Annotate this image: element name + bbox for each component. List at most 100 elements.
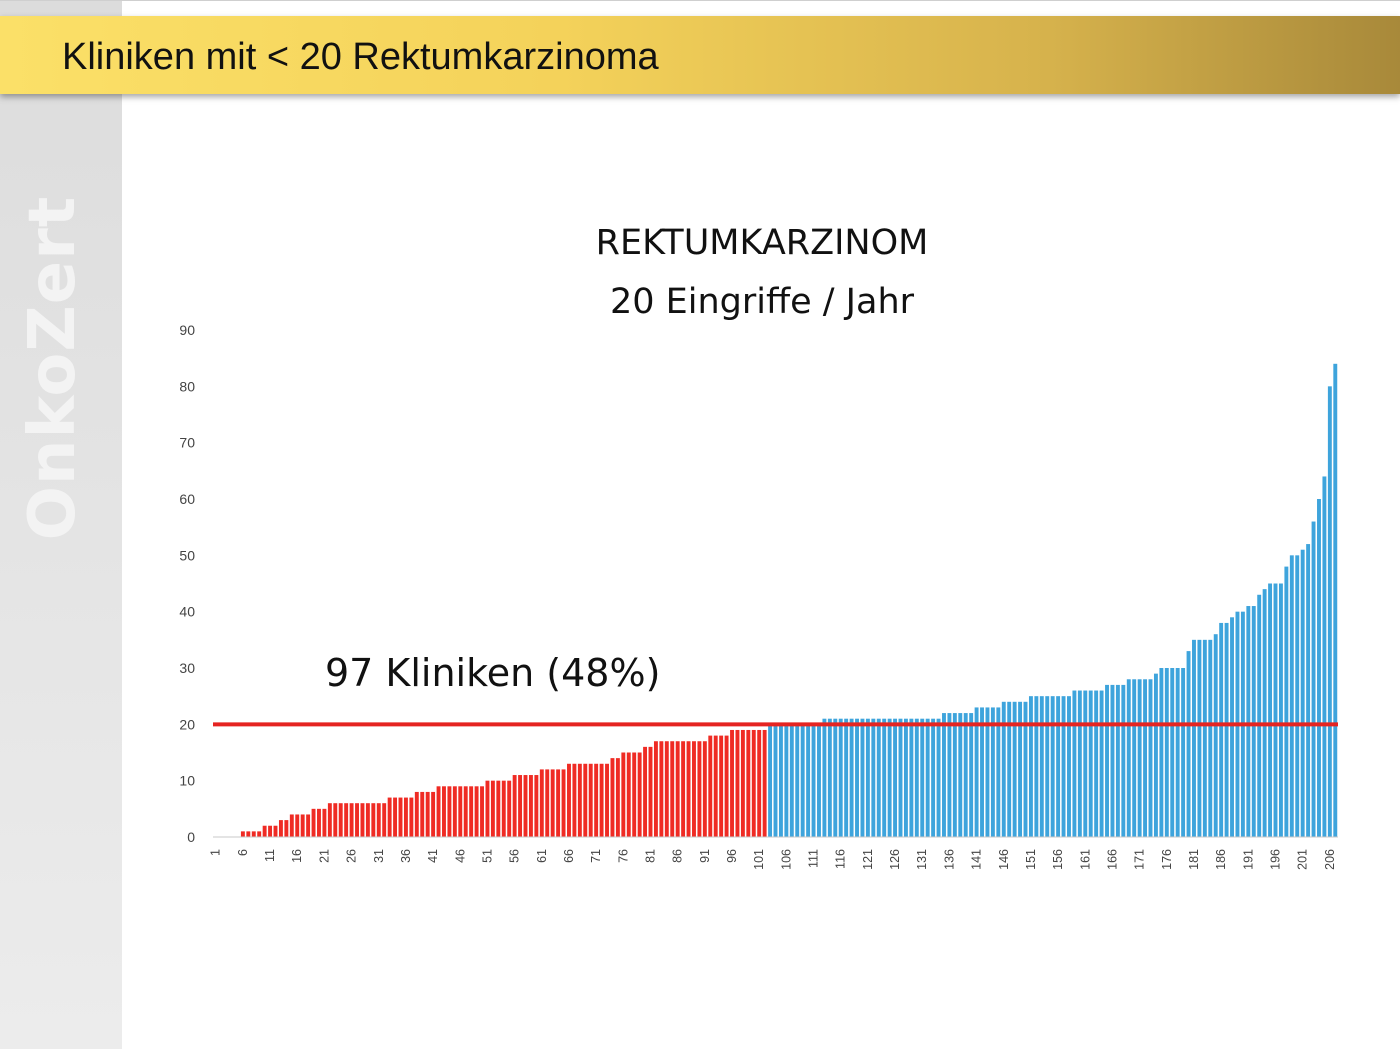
bar	[1246, 606, 1251, 837]
bar	[306, 814, 311, 837]
bar	[746, 729, 751, 837]
bar	[936, 718, 941, 837]
threshold-annotation: 97 Kliniken (48%)	[325, 651, 660, 695]
bar	[262, 825, 267, 837]
bar	[1039, 696, 1044, 837]
bar	[947, 713, 952, 837]
bar	[1007, 701, 1012, 837]
bar	[914, 718, 919, 837]
x-tick-label: 126	[888, 849, 902, 870]
bar	[1322, 476, 1327, 837]
bar	[599, 763, 604, 837]
bar	[501, 780, 506, 837]
bar	[621, 752, 626, 837]
x-tick-label: 121	[861, 849, 875, 870]
bar	[1077, 690, 1082, 837]
bar	[512, 775, 517, 837]
bar	[762, 729, 767, 837]
bar	[849, 718, 854, 837]
bar	[1018, 701, 1023, 837]
x-tick-label: 66	[562, 849, 576, 863]
bar	[1257, 594, 1262, 837]
bar	[659, 741, 664, 837]
bar	[1213, 634, 1218, 837]
bar	[1072, 690, 1077, 837]
bar	[1159, 668, 1164, 837]
bar	[876, 718, 881, 837]
x-tick-label: 91	[698, 849, 712, 863]
bar	[942, 713, 946, 837]
bar	[1192, 639, 1196, 837]
x-tick-label: 41	[426, 849, 440, 863]
bar	[295, 814, 300, 837]
bar	[371, 803, 376, 837]
bar	[980, 707, 984, 837]
bar-series	[240, 363, 1338, 837]
bar	[474, 786, 479, 837]
bar	[1045, 696, 1050, 837]
bar	[822, 718, 827, 837]
bar	[452, 786, 457, 837]
x-tick-label: 136	[942, 849, 956, 870]
chart-title: REKTUMKARZINOM	[596, 223, 929, 263]
bar	[485, 780, 490, 837]
bar	[1164, 668, 1169, 837]
bar	[289, 814, 294, 837]
bar	[893, 718, 898, 837]
bar	[692, 741, 696, 837]
bar	[431, 791, 436, 837]
bar	[1317, 499, 1321, 837]
bar	[1289, 555, 1294, 837]
bar	[1327, 386, 1332, 837]
bar	[556, 769, 561, 837]
chart-subtitle: 20 Eingriffe / Jahr	[610, 282, 915, 322]
header-bar: Kliniken mit < 20 Rektumkarzinoma	[0, 16, 1400, 94]
bar	[702, 741, 707, 837]
x-tick-label: 206	[1323, 849, 1337, 870]
bar	[610, 758, 615, 837]
bar	[909, 718, 914, 837]
bar	[675, 741, 680, 837]
x-tick-label: 81	[644, 849, 658, 863]
bar	[735, 729, 740, 837]
bar	[681, 741, 686, 837]
bar	[713, 735, 718, 837]
bar	[806, 724, 811, 837]
bar	[398, 797, 403, 837]
bar	[1170, 668, 1175, 837]
bar	[898, 718, 903, 837]
bar	[1088, 690, 1093, 837]
bar	[1208, 639, 1213, 837]
bar	[903, 718, 908, 837]
bar	[355, 803, 359, 837]
bar	[751, 729, 756, 837]
x-tick-label: 151	[1024, 849, 1038, 870]
x-tick-label: 131	[915, 849, 929, 870]
bar	[458, 786, 463, 837]
bar	[730, 729, 734, 837]
x-tick-label: 116	[834, 849, 848, 869]
bar	[773, 724, 778, 837]
y-axis: 0 10 20 30 40 50 60 70 80 90	[179, 322, 195, 845]
bar	[1262, 589, 1267, 837]
bar	[539, 769, 544, 837]
bar	[795, 724, 800, 837]
bar	[1175, 668, 1180, 837]
bar	[664, 741, 669, 837]
x-tick-label: 96	[725, 849, 739, 863]
y-tick-label: 80	[179, 378, 195, 394]
bar	[670, 741, 675, 837]
bar	[1333, 363, 1338, 837]
bar	[403, 797, 408, 837]
bar	[871, 718, 876, 837]
bar	[817, 724, 821, 837]
bar	[387, 797, 392, 837]
y-tick-label: 20	[179, 716, 195, 732]
bar	[1099, 690, 1104, 837]
bar	[860, 718, 865, 837]
y-tick-label: 50	[179, 547, 195, 563]
bar	[528, 775, 533, 837]
bar	[811, 724, 816, 837]
bar	[523, 775, 528, 837]
bar	[463, 786, 468, 837]
